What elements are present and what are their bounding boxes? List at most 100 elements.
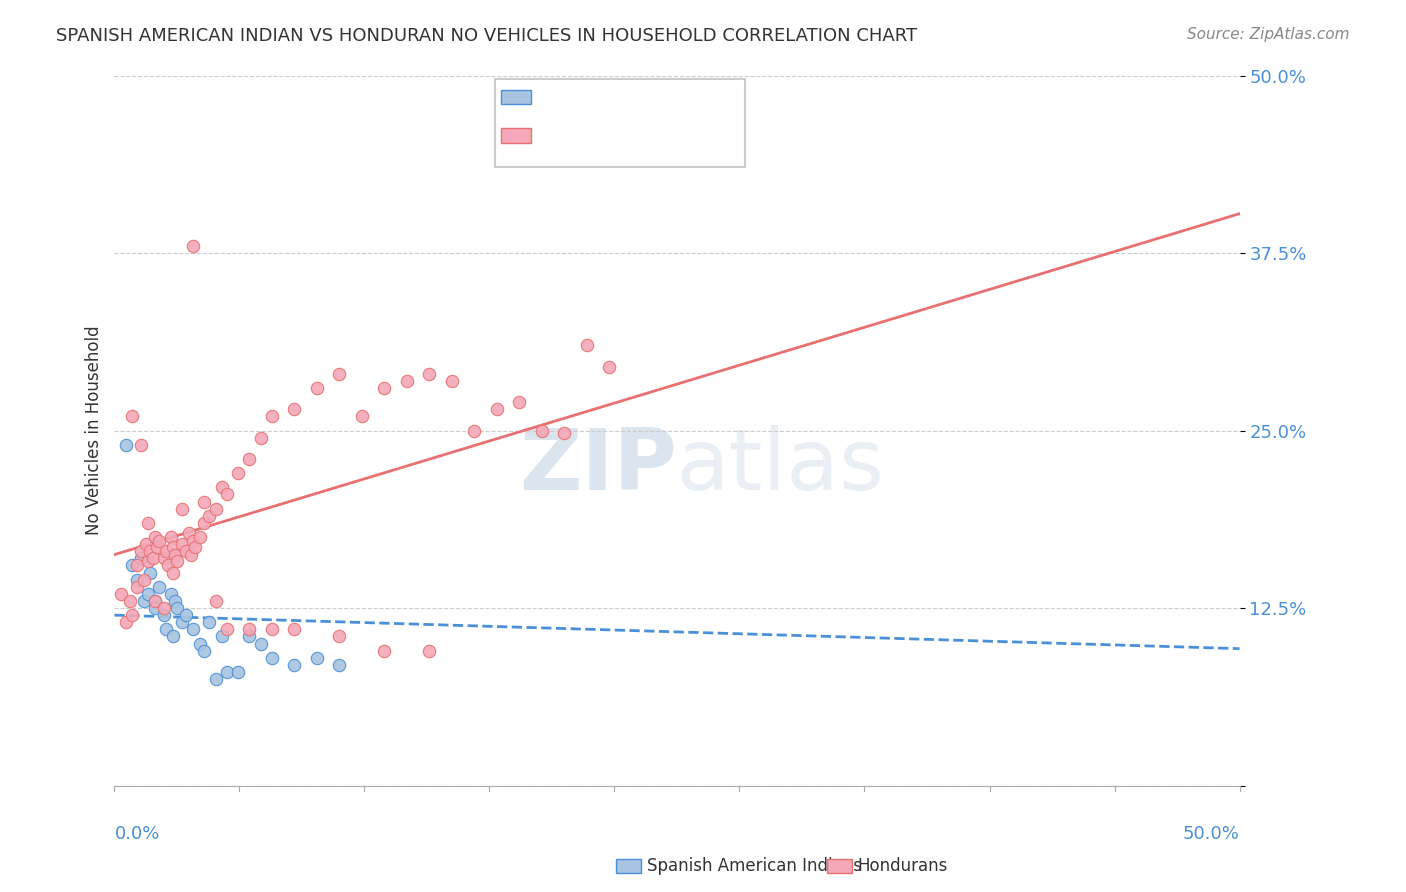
Point — [215, 487, 238, 501]
Point — [155, 623, 177, 637]
Point — [125, 558, 148, 573]
Point — [162, 629, 184, 643]
Point — [204, 672, 226, 686]
Point — [131, 438, 153, 452]
Point — [215, 623, 238, 637]
Point — [148, 534, 170, 549]
Point — [418, 367, 440, 381]
Point — [260, 623, 283, 637]
Point — [463, 424, 485, 438]
Point — [598, 359, 620, 374]
Point — [188, 530, 211, 544]
Point — [198, 615, 221, 630]
Text: 32: 32 — [682, 87, 707, 107]
Point — [204, 594, 226, 608]
Text: SPANISH AMERICAN INDIAN VS HONDURAN NO VEHICLES IN HOUSEHOLD CORRELATION CHART: SPANISH AMERICAN INDIAN VS HONDURAN NO V… — [56, 27, 917, 45]
Point — [350, 409, 373, 424]
Point — [204, 501, 226, 516]
Point — [485, 402, 508, 417]
Point — [165, 549, 187, 563]
Point — [575, 338, 598, 352]
Point — [170, 615, 193, 630]
Point — [165, 594, 187, 608]
Point — [283, 402, 305, 417]
Point — [121, 608, 143, 623]
Point — [328, 367, 350, 381]
Point — [226, 466, 249, 480]
Text: N =: N = — [637, 126, 681, 145]
Point — [193, 516, 215, 530]
Point — [159, 530, 181, 544]
Point — [283, 623, 305, 637]
Point — [162, 540, 184, 554]
Point — [530, 424, 553, 438]
Point — [139, 544, 162, 558]
Point — [238, 451, 260, 466]
Point — [193, 643, 215, 657]
Y-axis label: No Vehicles in Household: No Vehicles in Household — [86, 326, 103, 535]
Point — [143, 601, 166, 615]
Point — [121, 409, 143, 424]
Point — [181, 239, 204, 253]
Point — [136, 554, 159, 568]
Point — [249, 431, 271, 445]
Point — [153, 608, 176, 623]
Point — [176, 608, 198, 623]
Text: 0.440: 0.440 — [583, 126, 645, 145]
Point — [198, 508, 221, 523]
Point — [131, 551, 153, 566]
Point — [181, 623, 204, 637]
Point — [440, 374, 463, 388]
Text: Spanish American Indians: Spanish American Indians — [647, 857, 862, 875]
Point — [157, 558, 180, 573]
Point — [159, 587, 181, 601]
Point — [249, 636, 271, 650]
Point — [120, 594, 142, 608]
Point — [132, 573, 155, 587]
Text: -0.036: -0.036 — [583, 87, 647, 107]
Point — [211, 480, 233, 494]
Point — [166, 601, 188, 615]
Point — [114, 438, 136, 452]
Point — [181, 534, 204, 549]
Point — [125, 580, 148, 594]
Text: 70: 70 — [682, 126, 707, 145]
Point — [139, 566, 162, 580]
Point — [373, 381, 395, 395]
Point — [121, 558, 143, 573]
Point — [176, 544, 198, 558]
Point — [238, 623, 260, 637]
Point — [260, 650, 283, 665]
Point — [260, 409, 283, 424]
Point — [143, 594, 166, 608]
Point — [418, 643, 440, 657]
Text: Source: ZipAtlas.com: Source: ZipAtlas.com — [1187, 27, 1350, 42]
Text: 50.0%: 50.0% — [1182, 824, 1240, 843]
Point — [146, 540, 169, 554]
Point — [143, 530, 166, 544]
Text: atlas: atlas — [676, 425, 884, 508]
Point — [166, 554, 188, 568]
Point — [508, 395, 530, 409]
Point — [142, 551, 165, 566]
Point — [143, 594, 166, 608]
Text: R =: R = — [538, 87, 581, 107]
Point — [283, 657, 305, 672]
Point — [238, 629, 260, 643]
Point — [162, 566, 184, 580]
Point — [305, 650, 328, 665]
Point — [132, 594, 155, 608]
Point — [395, 374, 418, 388]
Point — [136, 587, 159, 601]
Point — [226, 665, 249, 679]
Point — [125, 573, 148, 587]
Point — [170, 501, 193, 516]
Text: R =: R = — [538, 126, 581, 145]
Text: Hondurans: Hondurans — [858, 857, 948, 875]
Point — [193, 494, 215, 508]
Point — [553, 426, 575, 441]
Point — [170, 537, 193, 551]
Point — [373, 643, 395, 657]
Point — [215, 665, 238, 679]
Point — [114, 615, 136, 630]
